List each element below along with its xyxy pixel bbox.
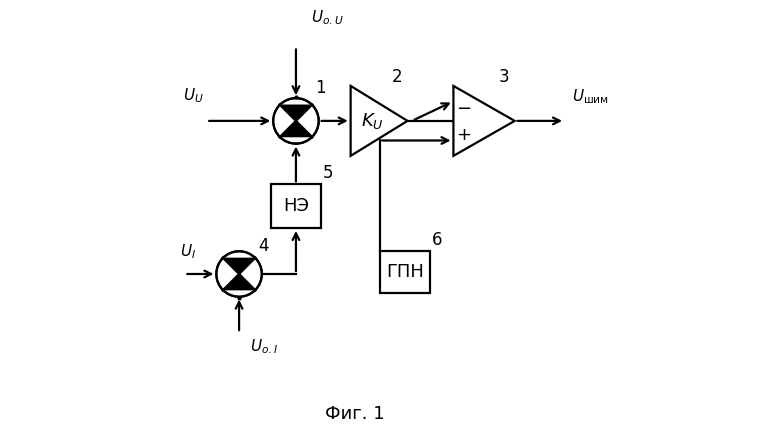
Polygon shape <box>223 274 256 290</box>
Text: 4: 4 <box>258 237 268 255</box>
Text: $U_{o.I}$: $U_{o.I}$ <box>250 338 278 356</box>
Bar <box>380 251 431 292</box>
Bar <box>271 184 321 228</box>
Text: Фиг. 1: Фиг. 1 <box>325 405 385 423</box>
Text: $U_I$: $U_I$ <box>180 243 196 261</box>
Polygon shape <box>453 86 515 156</box>
Polygon shape <box>279 121 312 137</box>
Text: 1: 1 <box>314 79 325 97</box>
Polygon shape <box>223 258 256 274</box>
Text: 5: 5 <box>322 164 333 183</box>
Text: $U_U$: $U_U$ <box>183 86 204 105</box>
Text: 2: 2 <box>392 68 402 86</box>
Text: $U_{o.U}$: $U_{o.U}$ <box>311 8 344 27</box>
Text: НЭ: НЭ <box>283 197 309 215</box>
Circle shape <box>273 98 319 144</box>
Text: ГПН: ГПН <box>386 263 424 281</box>
Polygon shape <box>351 86 407 156</box>
Text: 3: 3 <box>498 68 509 86</box>
Text: $-$: $-$ <box>456 98 471 116</box>
Polygon shape <box>279 105 312 121</box>
Circle shape <box>216 251 262 297</box>
Text: $U_{\text{шим}}$: $U_{\text{шим}}$ <box>572 87 608 106</box>
Text: $+$: $+$ <box>456 126 471 144</box>
Text: 6: 6 <box>432 231 442 249</box>
Text: $K_U$: $K_U$ <box>361 111 384 131</box>
